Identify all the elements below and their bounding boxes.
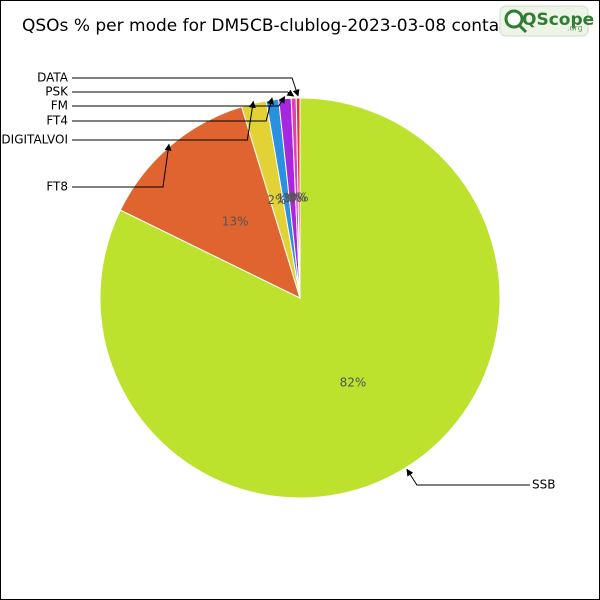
- value-label: 1%: [283, 191, 302, 205]
- value-label: 82%: [340, 375, 367, 389]
- value-label: 1%: [277, 191, 296, 205]
- leader-line: [72, 89, 295, 97]
- value-label: 0%: [290, 191, 309, 205]
- leader-line: [72, 100, 256, 141]
- category-label: DATA: [37, 71, 69, 85]
- value-label: 2%: [267, 193, 286, 207]
- category-label: DIGITALVOI: [1, 133, 68, 147]
- category-label: FT4: [46, 114, 68, 128]
- pie-slice: [99, 97, 501, 499]
- leader-line: [72, 143, 172, 188]
- value-label: 13%: [222, 214, 249, 228]
- value-label: 0%: [287, 191, 306, 205]
- category-label: PSK: [45, 85, 69, 99]
- category-label: FM: [51, 99, 68, 113]
- logo-suffix: .org: [567, 24, 583, 33]
- category-label: SSB: [532, 478, 555, 492]
- logo: QScope .org: [499, 5, 594, 37]
- logo-icon: [504, 9, 524, 29]
- logo-icon: [517, 23, 528, 34]
- category-label: FT8: [46, 180, 68, 194]
- logo-text: QScope: [522, 10, 594, 30]
- leader-line: [72, 95, 286, 107]
- chart-title: QSOs % per mode for DM5CB-clublog-2023-0…: [22, 16, 536, 36]
- leader-line: [72, 77, 300, 97]
- pie-slice: [295, 97, 301, 299]
- leader-line: [406, 468, 530, 486]
